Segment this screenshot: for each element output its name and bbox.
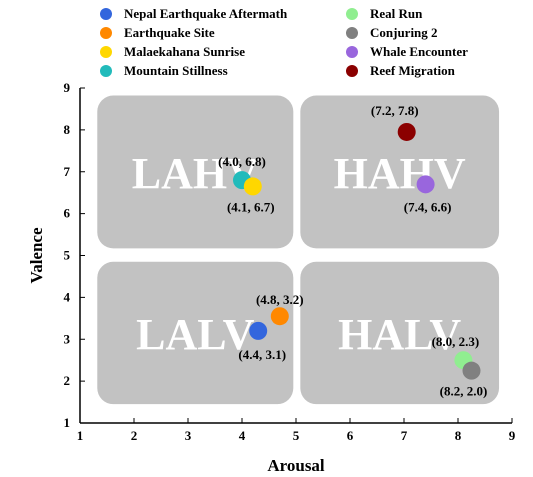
point-label-whale-encounter: (7.4, 6.6): [404, 199, 452, 214]
legend-label-earthquake-site: Earthquake Site: [124, 25, 215, 40]
y-tick-label: 8: [64, 122, 71, 137]
legend-label-whale-encounter: Whale Encounter: [370, 44, 468, 59]
y-tick-label: 5: [64, 248, 71, 263]
point-label-conjuring-2: (8.2, 2.0): [440, 384, 488, 399]
point-whale-encounter: [417, 175, 435, 193]
legend-marker-reef-migration: [346, 65, 358, 77]
x-tick-label: 2: [131, 428, 138, 443]
x-tick-label: 1: [77, 428, 84, 443]
x-tick-label: 9: [509, 428, 516, 443]
legend-marker-earthquake-site: [100, 27, 112, 39]
point-earthquake-site: [271, 307, 289, 325]
x-axis-title: Arousal: [267, 456, 325, 475]
y-tick-label: 4: [64, 289, 71, 304]
x-tick-label: 6: [347, 428, 354, 443]
point-label-malaekahana-sunrise: (4.1, 6.7): [227, 199, 275, 214]
point-malaekahana-sunrise: [244, 177, 262, 195]
point-conjuring-2: [463, 362, 481, 380]
legend-marker-nepal-earthquake-aftermath: [100, 8, 112, 20]
legend-marker-malaekahana-sunrise: [100, 46, 112, 58]
point-label-mountain-stillness: (4.0, 6.8): [218, 154, 266, 169]
y-tick-label: 9: [64, 80, 71, 95]
x-tick-label: 8: [455, 428, 462, 443]
legend-marker-whale-encounter: [346, 46, 358, 58]
legend-label-real-run: Real Run: [370, 6, 423, 21]
x-tick-label: 3: [185, 428, 192, 443]
y-tick-label: 2: [64, 373, 71, 388]
point-label-real-run: (8.0, 2.3): [432, 334, 480, 349]
legend-label-nepal-earthquake-aftermath: Nepal Earthquake Aftermath: [124, 6, 288, 21]
point-label-earthquake-site: (4.8, 3.2): [256, 292, 304, 307]
point-reef-migration: [398, 123, 416, 141]
y-tick-label: 3: [64, 331, 71, 346]
point-label-reef-migration: (7.2, 7.8): [371, 103, 419, 118]
x-tick-label: 4: [239, 428, 246, 443]
quadrant-label-lalv: LALV: [136, 310, 254, 359]
legend-label-mountain-stillness: Mountain Stillness: [124, 63, 228, 78]
legend-label-reef-migration: Reef Migration: [370, 63, 456, 78]
legend-marker-mountain-stillness: [100, 65, 112, 77]
y-axis-title: Valence: [27, 227, 46, 283]
legend: Nepal Earthquake Aftermath Earthquake Sit…: [100, 6, 468, 78]
legend-marker-real-run: [346, 8, 358, 20]
legend-label-malaekahana-sunrise: Malaekahana Sunrise: [124, 44, 245, 59]
y-tick-label: 7: [64, 164, 71, 179]
point-label-nepal-earthquake-aftermath: (4.4, 3.1): [238, 347, 286, 362]
y-tick-label: 1: [64, 415, 71, 430]
legend-marker-conjuring-2: [346, 27, 358, 39]
quadrant-label-hahv: HAHV: [334, 149, 466, 198]
point-nepal-earthquake-aftermath: [249, 322, 267, 340]
x-tick-label: 5: [293, 428, 300, 443]
legend-label-conjuring-2: Conjuring 2: [370, 25, 438, 40]
y-tick-label: 6: [64, 206, 71, 221]
x-tick-label: 7: [401, 428, 408, 443]
